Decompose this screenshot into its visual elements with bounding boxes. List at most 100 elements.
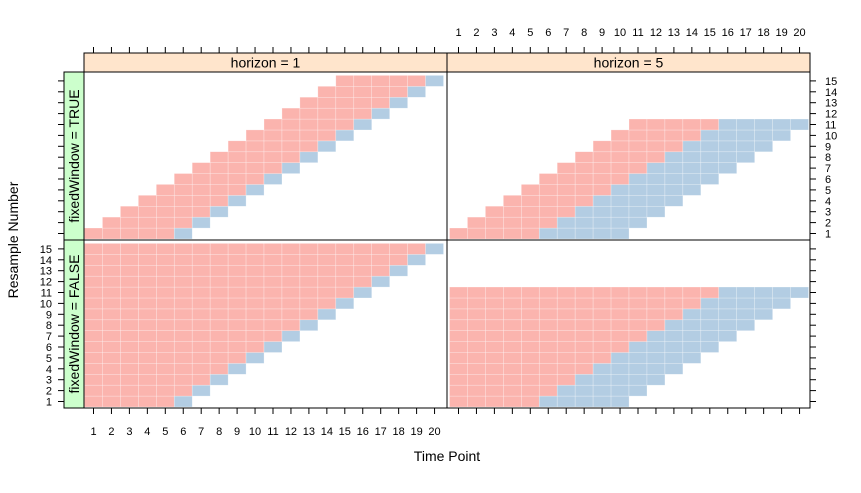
training-cell bbox=[574, 162, 594, 174]
testing-cell bbox=[718, 308, 738, 321]
testing-cell bbox=[736, 118, 756, 131]
testing-cell bbox=[700, 330, 720, 342]
training-cell bbox=[173, 362, 193, 375]
testing-cell bbox=[371, 275, 391, 288]
training-cell bbox=[209, 352, 229, 364]
x-tick-label: 18 bbox=[758, 27, 770, 39]
testing-cell bbox=[772, 118, 791, 131]
training-cell bbox=[191, 162, 211, 174]
training-cell bbox=[628, 297, 648, 310]
training-cell bbox=[503, 352, 522, 364]
testing-cell bbox=[610, 184, 630, 196]
training-cell bbox=[353, 75, 373, 87]
training-cell bbox=[281, 308, 301, 321]
testing-cell bbox=[173, 395, 193, 408]
testing-cell bbox=[538, 395, 558, 408]
training-cell bbox=[156, 243, 175, 255]
training-cell bbox=[209, 162, 229, 174]
training-cell bbox=[467, 373, 486, 386]
x-tick-label: 19 bbox=[775, 27, 787, 39]
testing-cell bbox=[245, 184, 265, 196]
training-cell bbox=[485, 319, 504, 332]
training-cell bbox=[102, 395, 121, 408]
training-cell bbox=[353, 86, 373, 98]
training-cell bbox=[335, 107, 355, 120]
testing-cell bbox=[772, 286, 791, 299]
training-cell bbox=[371, 86, 391, 98]
training-cell bbox=[520, 184, 540, 196]
training-cell bbox=[646, 140, 666, 153]
training-cell bbox=[485, 216, 504, 229]
training-cell bbox=[263, 308, 283, 321]
training-cell bbox=[335, 96, 355, 109]
testing-cell bbox=[682, 184, 702, 196]
training-cell bbox=[592, 286, 612, 299]
testing-cell bbox=[556, 395, 576, 408]
testing-cell bbox=[628, 352, 648, 364]
testing-cell bbox=[736, 319, 756, 332]
training-cell bbox=[449, 319, 468, 332]
testing-cell bbox=[736, 297, 756, 310]
training-cell bbox=[191, 308, 211, 321]
training-cell bbox=[485, 384, 504, 397]
training-cell bbox=[682, 286, 702, 299]
x-tick-label: 12 bbox=[285, 426, 297, 438]
training-cell bbox=[281, 140, 301, 153]
training-cell bbox=[138, 243, 157, 255]
testing-cell bbox=[317, 308, 337, 321]
testing-cell bbox=[754, 286, 773, 299]
training-cell bbox=[371, 75, 391, 87]
training-cell bbox=[317, 275, 337, 288]
testing-cell bbox=[754, 140, 773, 153]
training-cell bbox=[389, 254, 408, 266]
testing-cell bbox=[574, 384, 594, 397]
training-cell bbox=[156, 352, 175, 364]
training-cell bbox=[485, 205, 504, 218]
training-cell bbox=[173, 297, 193, 310]
training-cell bbox=[520, 362, 540, 375]
y-tick-label: 14 bbox=[825, 87, 837, 99]
training-cell bbox=[610, 162, 630, 174]
training-cell bbox=[209, 286, 229, 299]
x-tick-label: 19 bbox=[410, 426, 422, 438]
training-cell bbox=[227, 151, 247, 163]
panel-border bbox=[446, 239, 811, 409]
x-tick-label: 4 bbox=[144, 426, 150, 438]
y-tick-label: 14 bbox=[40, 255, 52, 267]
training-cell bbox=[574, 362, 594, 375]
testing-cell bbox=[628, 373, 648, 386]
training-cell bbox=[664, 308, 684, 321]
x-tick-label: 5 bbox=[162, 426, 168, 438]
training-cell bbox=[120, 352, 139, 364]
testing-cell bbox=[407, 254, 426, 266]
training-cell bbox=[227, 308, 247, 321]
training-cell bbox=[245, 140, 265, 153]
training-cell bbox=[84, 352, 103, 364]
training-cell bbox=[664, 129, 684, 142]
training-cell bbox=[191, 275, 211, 288]
training-cell bbox=[173, 352, 193, 364]
training-cell bbox=[538, 308, 558, 321]
training-cell bbox=[520, 308, 540, 321]
training-cell bbox=[407, 75, 426, 87]
training-cell bbox=[574, 184, 594, 196]
training-cell bbox=[138, 395, 157, 408]
training-cell bbox=[84, 275, 103, 288]
x-tick-label: 15 bbox=[339, 426, 351, 438]
training-cell bbox=[84, 297, 103, 310]
training-cell bbox=[156, 227, 175, 240]
testing-cell bbox=[628, 362, 648, 375]
testing-cell bbox=[646, 352, 666, 364]
training-cell bbox=[449, 297, 468, 310]
training-cell bbox=[84, 227, 103, 240]
testing-cell bbox=[592, 205, 612, 218]
training-cell bbox=[299, 308, 319, 321]
training-cell bbox=[389, 86, 408, 98]
testing-cell bbox=[610, 395, 630, 408]
training-cell bbox=[120, 384, 139, 397]
y-tick-label: 11 bbox=[825, 120, 836, 132]
testing-cell bbox=[592, 373, 612, 386]
training-cell bbox=[227, 254, 247, 266]
y-tick-label: 5 bbox=[825, 185, 831, 197]
training-cell bbox=[449, 341, 468, 353]
